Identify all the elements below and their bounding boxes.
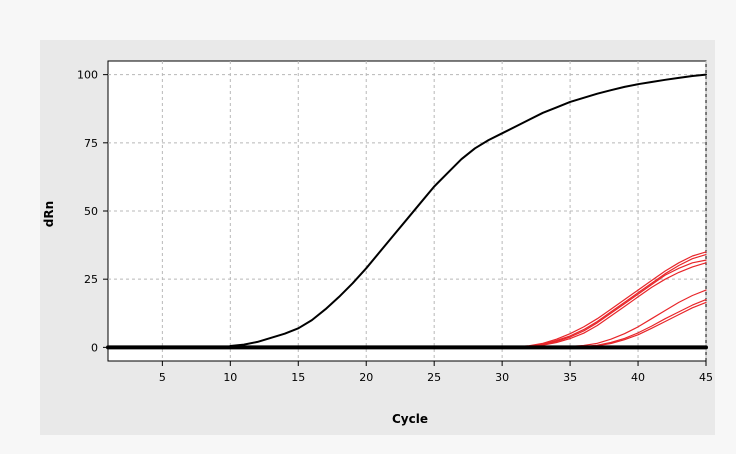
- y-tick-label: 100: [77, 69, 98, 82]
- y-axis-title: dRn: [42, 201, 56, 227]
- series-layer: [106, 73, 708, 350]
- x-tick-label: 15: [291, 371, 305, 384]
- y-tick-label: 50: [84, 205, 98, 218]
- x-tick-label: 25: [427, 371, 441, 384]
- x-tick-label: 40: [631, 371, 645, 384]
- y-tick-label: 0: [91, 341, 98, 354]
- plot-area: [107, 60, 707, 362]
- x-axis-title: Cycle: [392, 412, 428, 426]
- x-tick-label: 45: [699, 371, 713, 384]
- x-tick-label: 30: [495, 371, 509, 384]
- y-tick-label: 25: [84, 273, 98, 286]
- x-tick-label: 5: [159, 371, 166, 384]
- x-tick-label: 20: [359, 371, 373, 384]
- x-tick-label: 10: [223, 371, 237, 384]
- reference-curve-line: [229, 73, 707, 347]
- x-tick-label: 35: [563, 371, 577, 384]
- y-tick-label: 75: [84, 137, 98, 150]
- tick-layer: 5 10 15 20 25 30 35 40 45 0 25 50 75 100: [77, 69, 713, 384]
